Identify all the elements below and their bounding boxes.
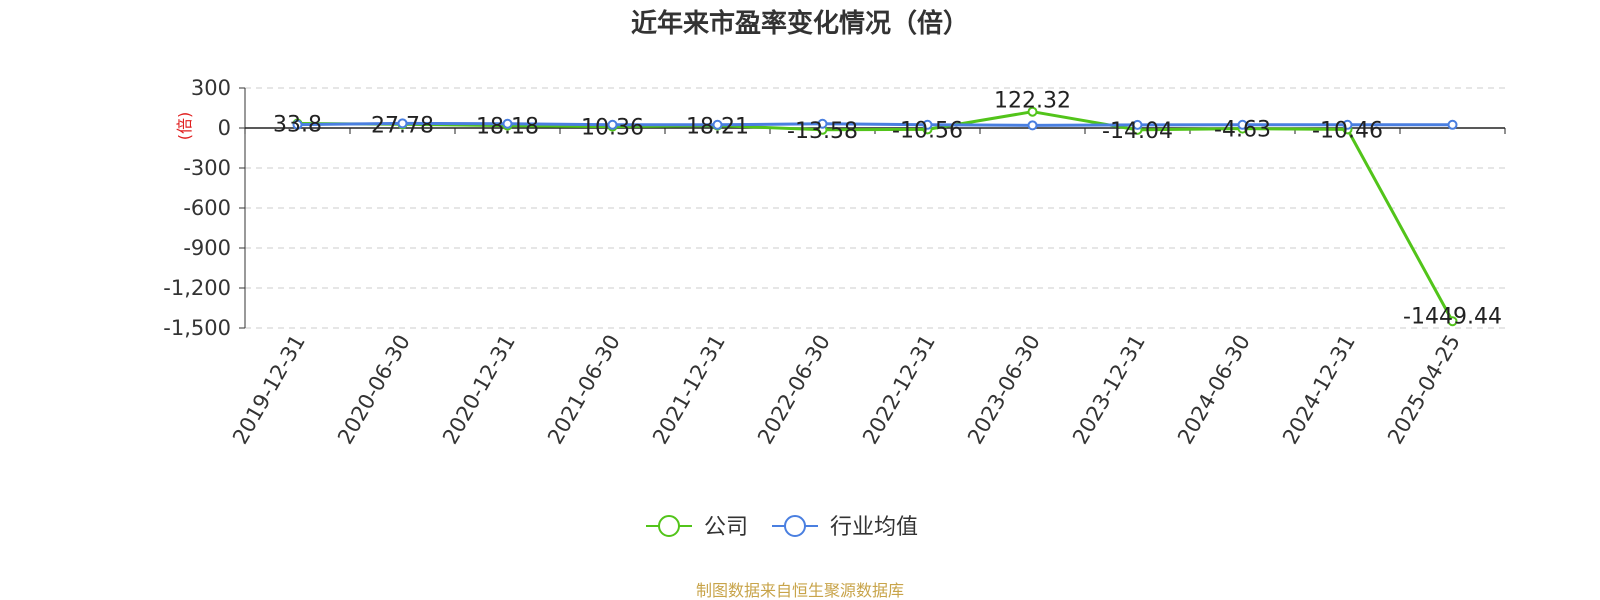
y-tick-label: 0 [218, 116, 231, 140]
data-label: -4.63 [1214, 118, 1271, 143]
data-point[interactable] [922, 119, 933, 130]
y-axis: 300 0 -300 -600 -900 -1,200 -1,500 [163, 76, 246, 340]
y-axis-label: (倍) [175, 112, 194, 141]
y-tick-label: -1,500 [163, 316, 231, 340]
series-group [292, 106, 1458, 327]
y-tick-label: -1,200 [163, 276, 231, 300]
legend-label: 行业均值 [830, 515, 918, 540]
data-point[interactable] [1342, 119, 1353, 130]
y-tick-label: -600 [183, 196, 231, 220]
data-point[interactable] [292, 119, 303, 130]
data-label: -10.56 [892, 118, 963, 143]
legend-marker [784, 515, 806, 537]
x-tick-label: 2021-06-30 [543, 331, 625, 449]
data-point[interactable] [607, 119, 618, 130]
data-point[interactable] [1447, 119, 1458, 130]
data-point[interactable] [1132, 119, 1143, 130]
chart-title: 近年来市盈率变化情况（倍） [631, 8, 969, 39]
legend-item-0[interactable]: 公司 [646, 515, 748, 540]
data-label: 122.32 [994, 89, 1071, 114]
x-tick-label: 2022-12-31 [858, 331, 940, 449]
data-label: -1449.44 [1403, 304, 1502, 329]
data-labels: 33.8 27.78 18.18 10.36 18.21 -13.58 -10.56 122.… [273, 89, 1502, 330]
data-label: 18.21 [686, 115, 749, 140]
source-note: 制图数据来自恒生聚源数据库 [696, 581, 904, 600]
data-label: -10.46 [1312, 118, 1383, 143]
x-tick-label: 2021-12-31 [648, 331, 730, 449]
data-point[interactable] [1447, 316, 1458, 327]
x-tick-label: 2020-06-30 [333, 331, 415, 449]
data-label: 33.8 [273, 112, 322, 137]
legend-label: 公司 [704, 515, 748, 540]
y-tick-label: -300 [183, 156, 231, 180]
legend-marker [658, 515, 680, 537]
data-point[interactable] [1237, 119, 1248, 130]
y-tick-label: -900 [183, 236, 231, 260]
data-label: 18.18 [476, 115, 539, 140]
x-tick-label: 2024-12-31 [1278, 331, 1360, 449]
data-point[interactable] [1027, 106, 1038, 117]
data-point[interactable] [712, 119, 723, 130]
x-tick-label: 2023-06-30 [963, 331, 1045, 449]
data-label: -13.58 [787, 119, 858, 144]
x-tick-label: 2022-06-30 [753, 331, 835, 449]
y-tick-label: 300 [191, 76, 231, 100]
x-tick-label: 2024-06-30 [1173, 331, 1255, 449]
x-tick-label: 2020-12-31 [438, 331, 520, 449]
data-point[interactable] [397, 118, 408, 129]
x-tick-label: 2023-12-31 [1068, 331, 1150, 449]
grid-lines [245, 87, 1505, 329]
data-point[interactable] [817, 118, 828, 129]
x-tick-label: 2019-12-31 [228, 331, 310, 449]
data-point[interactable] [502, 118, 513, 129]
x-tick-label: 2025-04-25 [1383, 331, 1465, 449]
data-label: -14.04 [1102, 119, 1173, 144]
series-line-1 [297, 121, 1453, 127]
legend[interactable]: 公司 行业均值 [646, 515, 918, 540]
series-line-0 [297, 110, 1454, 322]
data-label: 10.36 [581, 116, 644, 141]
data-label: 27.78 [371, 113, 434, 138]
legend-item-1[interactable]: 行业均值 [772, 515, 918, 540]
data-point[interactable] [1027, 120, 1038, 131]
